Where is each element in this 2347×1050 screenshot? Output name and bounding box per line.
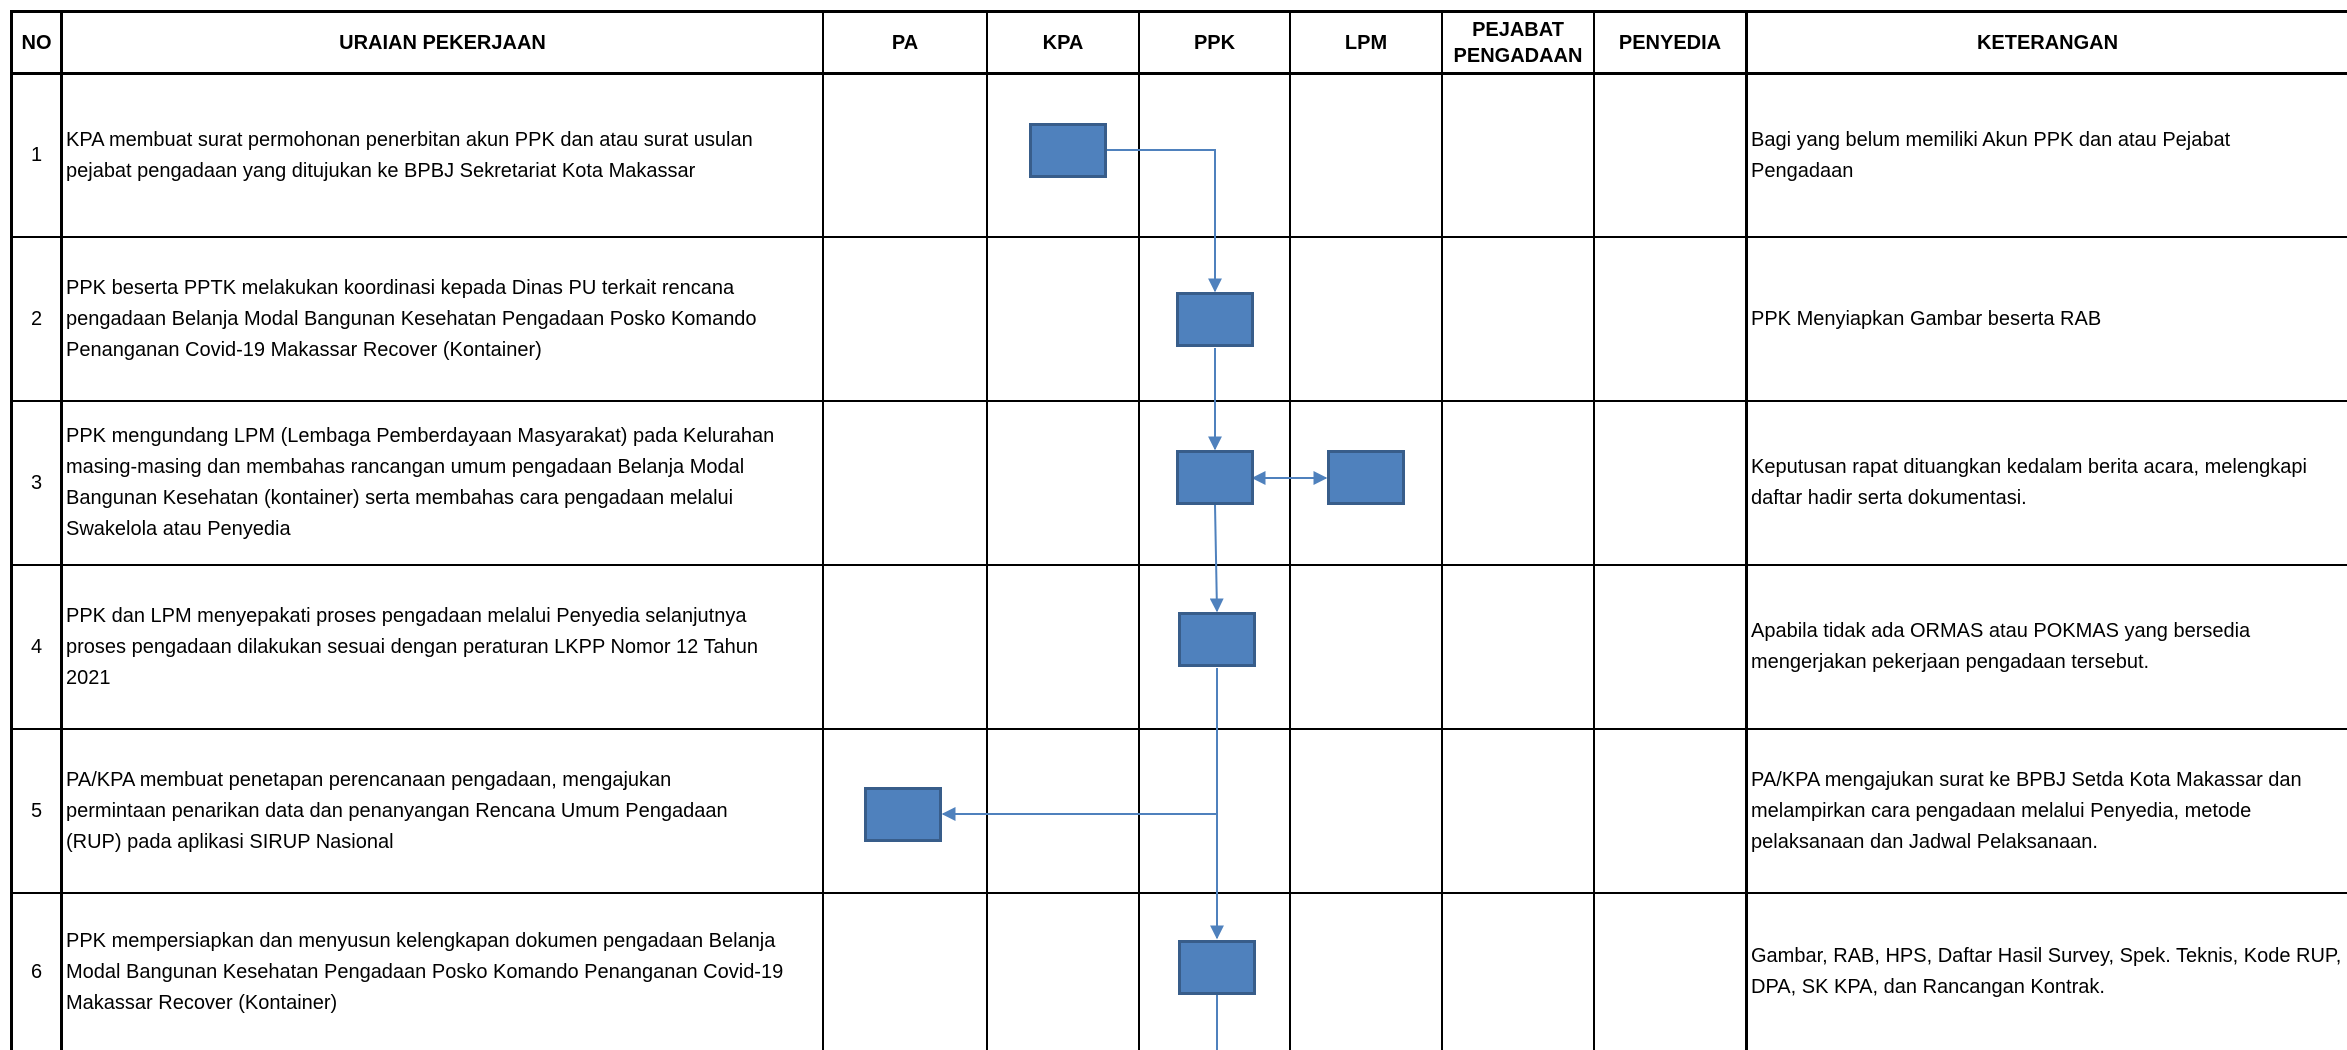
row-uraian: KPA membuat surat permohonan penerbitan … <box>66 128 753 182</box>
header-pejabat-pengadaan: PEJABAT PENGADAAN <box>1453 18 1583 67</box>
row-number: 6 <box>30 960 43 983</box>
row-number: 4 <box>30 635 43 658</box>
connector-ppk-step3-to-step4 <box>1209 504 1224 613</box>
process-box-pa-step5 <box>864 787 942 842</box>
grid-line <box>10 10 13 1050</box>
header-keterangan: KETERANGAN <box>1976 31 2119 54</box>
row-number: 1 <box>30 144 43 166</box>
grid-line <box>1289 10 1291 1050</box>
grid-line <box>10 564 2347 566</box>
grid-line <box>1441 10 1443 1050</box>
grid-line <box>10 72 2347 75</box>
row-keterangan: Bagi yang belum memiliki Akun PPK dan at… <box>1751 128 2231 182</box>
process-box-ppk-step3 <box>1176 450 1254 505</box>
grid-line <box>10 728 2347 730</box>
grid-line <box>10 400 2347 402</box>
header-kpa: KPA <box>1042 31 1084 54</box>
grid-line <box>1745 10 1748 1050</box>
header-uraian: URAIAN PEKERJAAN <box>339 31 546 54</box>
grid-line <box>1138 10 1140 1050</box>
process-box-kpa-step1 <box>1029 123 1107 178</box>
row-uraian: PA/KPA membuat penetapan perencanaan pen… <box>66 768 728 853</box>
process-box-lpm-step3 <box>1327 450 1405 505</box>
row-number: 2 <box>30 307 43 330</box>
process-box-ppk-step2 <box>1176 292 1254 347</box>
grid-line <box>10 892 2347 894</box>
header-ppk: PPK <box>1193 31 1236 54</box>
row-uraian: PPK beserta PPTK melakukan koordinasi ke… <box>66 276 757 361</box>
grid-line <box>10 10 2347 13</box>
grid-line <box>986 10 988 1050</box>
grid-line <box>1593 10 1595 1050</box>
row-number: 5 <box>30 799 43 822</box>
row-keterangan: PPK Menyiapkan Gambar beserta RAB <box>1751 307 2102 330</box>
grid-line <box>822 10 824 1050</box>
header-no: NO <box>21 31 52 54</box>
header-lpm: LPM <box>1344 31 1388 54</box>
header-pa: PA <box>891 31 919 54</box>
row-uraian: PPK dan LPM menyepakati proses pengadaan… <box>66 604 758 689</box>
header-penyedia: PENYEDIA <box>1618 31 1722 54</box>
row-keterangan: Keputusan rapat dituangkan kedalam berit… <box>1751 456 2307 509</box>
row-uraian: PPK mengundang LPM (Lembaga Pemberdayaan… <box>66 425 775 540</box>
row-keterangan: PA/KPA mengajukan surat ke BPBJ Setda Ko… <box>1751 768 2302 853</box>
connector-kpa-to-ppk <box>1107 149 1222 293</box>
row-keterangan: Gambar, RAB, HPS, Daftar Hasil Survey, S… <box>1751 945 2342 998</box>
row-uraian: PPK mempersiapkan dan menyusun kelengkap… <box>66 929 784 1014</box>
row-number: 3 <box>30 471 43 494</box>
process-box-ppk-step4 <box>1178 612 1256 667</box>
process-box-ppk-step6 <box>1178 940 1256 995</box>
row-keterangan: Apabila tidak ada ORMAS atau POKMAS yang… <box>1751 620 2251 673</box>
grid-line <box>60 10 63 1050</box>
